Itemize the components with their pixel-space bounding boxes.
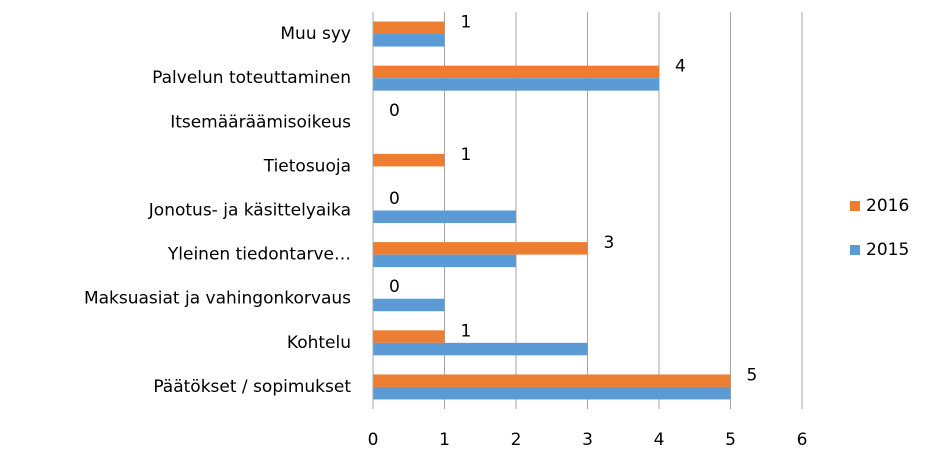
x-tick-label: 5 [725, 430, 736, 450]
bar [373, 342, 588, 356]
bar [373, 153, 445, 167]
y-tick-label: Palvelun toteuttaminen [152, 68, 351, 88]
bar [373, 210, 516, 223]
x-tick-label: 1 [439, 430, 450, 450]
y-tick-label: Tietosuoja [263, 156, 351, 176]
legend-swatch [850, 245, 860, 255]
bar [373, 78, 659, 91]
data-label: 1 [461, 13, 472, 33]
data-label: 1 [461, 145, 472, 165]
data-label: 1 [461, 321, 472, 341]
y-tick-label: Jonotus- ja käsittelyaika [148, 201, 351, 221]
data-label: 0 [389, 189, 400, 209]
bar [373, 242, 588, 255]
y-tick-label: Yleinen tiedontarve… [167, 245, 351, 265]
x-tick-label: 0 [368, 430, 379, 450]
data-label: 0 [389, 101, 400, 121]
legend-label: 2015 [866, 240, 909, 260]
y-tick-label: Muu syy [280, 24, 351, 44]
x-tick-label: 2 [511, 430, 522, 450]
y-tick-label: Kohtelu [287, 333, 351, 353]
x-tick-label: 4 [654, 430, 665, 450]
bar [373, 386, 731, 400]
y-tick-label: Maksuasiat ja vahingonkorvaus [84, 289, 351, 309]
bar [373, 298, 445, 312]
x-tick-label: 3 [582, 430, 593, 450]
bar [373, 34, 445, 47]
data-label: 3 [604, 233, 615, 253]
bar [373, 254, 516, 268]
bar [373, 374, 731, 387]
data-label: 4 [675, 57, 686, 77]
y-tick-label: Päätökset / sopimukset [153, 377, 351, 397]
data-label: 0 [389, 277, 400, 297]
legend-label: 2016 [866, 196, 909, 216]
y-tick-label: Itsemääräämisoikeus [170, 112, 351, 132]
x-tick-label: 6 [797, 430, 808, 450]
bar [373, 330, 445, 343]
data-label: 5 [747, 365, 758, 385]
legend-swatch [850, 201, 860, 211]
bar [373, 65, 659, 79]
bar [373, 21, 445, 35]
